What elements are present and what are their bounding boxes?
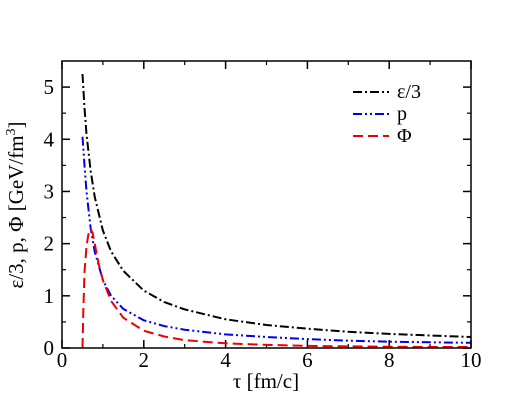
y-axis-title-close: ] — [4, 121, 28, 128]
y-axis-title-superscript: 3 — [4, 128, 19, 135]
x-tick-label: 2 — [139, 348, 150, 372]
series-line-3 — [81, 226, 471, 349]
ticks-layer: 0 2 4 6 8 10 0 1 2 3 4 5 — [44, 61, 482, 372]
y-tick-label: 4 — [44, 127, 55, 151]
y-tick-label: 3 — [44, 179, 55, 203]
y-tick-label: 2 — [44, 232, 55, 256]
plot-frame — [61, 60, 472, 349]
y-axis-title-main: ε/3, p, Φ [GeV/fm — [4, 135, 28, 288]
y-tick-label: 0 — [44, 336, 55, 360]
legend-label-3: Φ — [397, 125, 412, 147]
series-line-2 — [81, 136, 472, 344]
y-tick-label: 1 — [44, 284, 55, 308]
y-tick-label: 5 — [44, 75, 55, 99]
x-tick-label: 8 — [384, 348, 395, 372]
series-line-1 — [81, 73, 472, 338]
series-layer — [81, 73, 472, 349]
x-tick-label: 4 — [220, 348, 231, 372]
legend-label-2: p — [397, 103, 407, 125]
y-axis-title: ε/3, p, Φ [GeV/fm3] — [4, 121, 28, 288]
x-tick-label: 10 — [461, 348, 482, 372]
legend-label-1: ε/3 — [397, 81, 421, 103]
x-tick-label: 6 — [302, 348, 313, 372]
legend: ε/3pΦ — [353, 81, 421, 147]
x-axis-title: τ [fm/c] — [233, 369, 299, 393]
x-tick-label: 0 — [57, 348, 68, 372]
